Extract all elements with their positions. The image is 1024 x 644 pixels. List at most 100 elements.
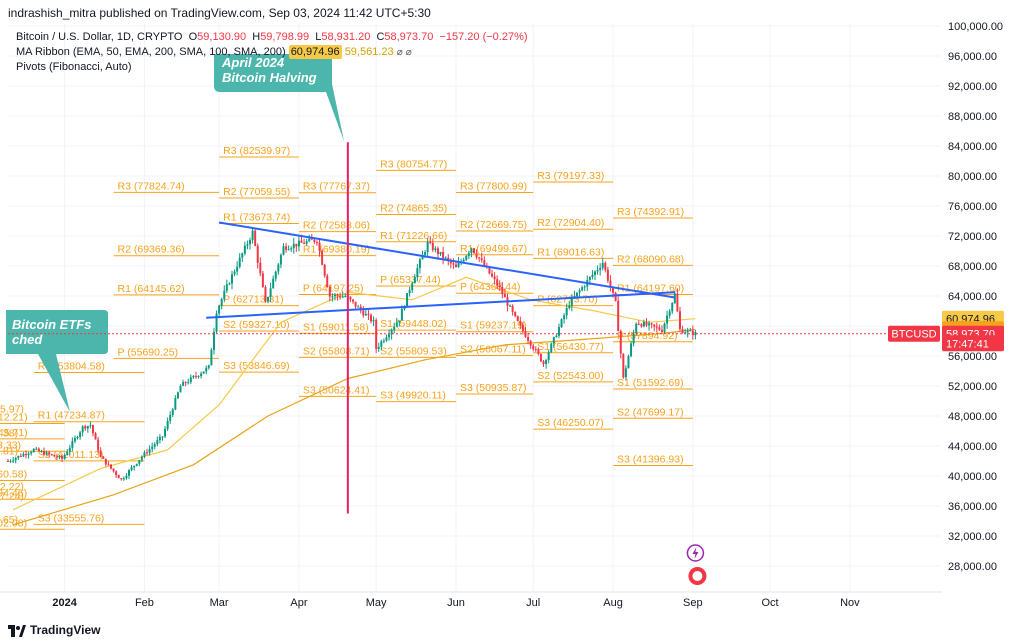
candle-body	[218, 305, 221, 314]
pivot-label: R3 (77824.74)	[118, 180, 185, 192]
candle-body	[318, 242, 321, 251]
candle-body	[109, 464, 112, 469]
y-tick-label: 32,000.00	[948, 531, 997, 543]
candle-body	[73, 438, 76, 442]
candle-body	[125, 475, 128, 479]
eye-off-icon[interactable]: ⌀	[405, 46, 412, 58]
candle-body	[297, 240, 300, 247]
candle-body	[238, 257, 241, 267]
candle-body	[138, 460, 141, 464]
candle-body	[599, 267, 602, 270]
candle-body	[130, 467, 133, 471]
candle-body	[267, 296, 270, 302]
candle-body	[568, 305, 571, 309]
symbol-title[interactable]: Bitcoin / U.S. Dollar, 1D, CRYPTO	[16, 31, 183, 43]
pivots-label[interactable]: Pivots (Fibonacci, Auto)	[16, 61, 132, 73]
publish-header: indrashish_mitra published on TradingVie…	[0, 0, 1024, 24]
pivot-label: P (55690.25)	[118, 346, 179, 358]
candle-body	[609, 280, 612, 288]
candle-body	[287, 249, 290, 251]
candle-body	[575, 292, 578, 297]
symbol-badge: BTCUSD	[891, 329, 936, 341]
x-tick-label: Oct	[762, 597, 779, 609]
candle-body	[63, 455, 66, 459]
candle-body	[166, 420, 169, 429]
candle-body	[228, 283, 231, 285]
y-tick-label: 64,000.00	[948, 291, 997, 303]
candle-body	[43, 451, 46, 455]
etf-callout	[6, 310, 108, 412]
candle-body	[542, 361, 545, 365]
candle-body	[146, 452, 149, 454]
candle-body	[22, 454, 25, 457]
y-tick-label: 68,000.00	[948, 261, 997, 273]
candle-body	[223, 290, 226, 300]
candle-body	[583, 286, 586, 288]
pivot-label: R3 (77767.37)	[303, 181, 370, 193]
candle-body	[648, 323, 651, 326]
candle-body	[416, 268, 419, 278]
candle-body	[617, 300, 620, 332]
candle-body	[406, 293, 409, 307]
candle-body	[511, 305, 514, 312]
pivot-label: S3 (50624.41)	[303, 384, 370, 396]
pivot-label: S3 (46250.07)	[537, 417, 604, 429]
candle-body	[395, 322, 398, 327]
x-tick-label: Aug	[603, 597, 623, 609]
candle-body	[357, 306, 360, 308]
candle-body	[372, 320, 375, 322]
etf-label: Bitcoin ETFs	[12, 317, 91, 332]
chart-legend: Bitcoin / U.S. Dollar, 1D, CRYPTO O59,13…	[16, 30, 528, 75]
candle-body	[112, 468, 115, 472]
candle-body	[153, 444, 156, 447]
candle-body	[439, 251, 442, 255]
candle-body	[230, 274, 233, 284]
y-tick-label: 96,000.00	[948, 51, 997, 63]
y-tick-label: 84,000.00	[948, 141, 997, 153]
pivot-label: 2.22)	[0, 481, 24, 493]
candle-body	[328, 287, 331, 297]
candle-body	[53, 454, 56, 457]
pivot-label: R3 (74392.91)	[617, 206, 684, 218]
candle-body	[236, 266, 239, 272]
candle-body	[660, 329, 663, 332]
candle-body	[560, 319, 563, 328]
candle-body	[578, 290, 581, 293]
candle-body	[344, 296, 347, 298]
y-tick-label: 52,000.00	[948, 381, 997, 393]
candle-body	[470, 248, 473, 253]
candle-body	[274, 271, 277, 279]
candle-body	[279, 254, 282, 265]
candle-body	[666, 315, 669, 324]
candle-body	[678, 311, 681, 330]
candle-body	[333, 295, 336, 297]
y-tick-label: 76,000.00	[948, 201, 997, 213]
candle-body	[84, 426, 87, 429]
pivot-label: R2 (72583.06)	[303, 220, 370, 232]
pivot-label: .65)	[0, 514, 18, 526]
pivot-label: S2 (42011.13)	[38, 449, 104, 461]
footer: TradingView	[0, 620, 1024, 644]
candle-body	[308, 238, 311, 242]
ma-ribbon-label[interactable]: MA Ribbon (EMA, 50, EMA, 200, SMA, 100, …	[16, 45, 286, 58]
candle-body	[478, 257, 481, 259]
eye-off-icon[interactable]: ⌀	[396, 46, 403, 58]
tradingview-logo-icon[interactable]	[8, 624, 26, 638]
pivot-label: 5.97)	[0, 404, 24, 416]
candle-body	[161, 436, 164, 438]
pivot-label: S3 (49920.11)	[380, 390, 446, 402]
candle-body	[614, 292, 617, 301]
pivot-label: R2 (49812.21)	[0, 412, 28, 424]
pivot-label: S3 (33555.76)	[38, 512, 105, 524]
x-tick-label: Jul	[526, 597, 540, 609]
candle-body	[81, 426, 84, 433]
pivot-label: S3 (41396.93)	[617, 454, 684, 466]
candle-body	[362, 310, 365, 316]
candle-body	[377, 346, 380, 349]
x-tick-label: Feb	[135, 597, 154, 609]
x-tick-label: Mar	[210, 597, 229, 609]
candle-body	[17, 455, 20, 458]
candle-body	[645, 322, 648, 326]
candle-body	[135, 463, 138, 466]
